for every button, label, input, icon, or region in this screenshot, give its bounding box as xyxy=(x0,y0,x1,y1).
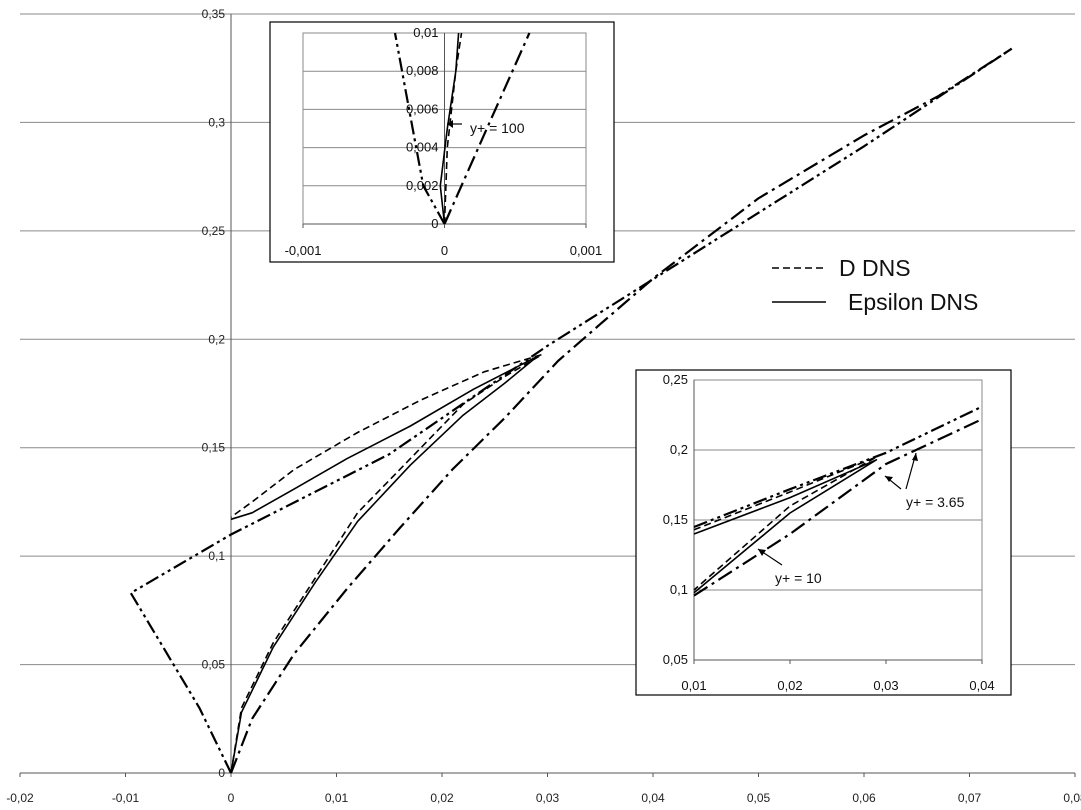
inset-right-series-dash-dot-dot-line xyxy=(693,405,983,529)
main-x-tick-label: 0 xyxy=(228,791,235,805)
main-y-tick-label: 0 xyxy=(218,766,225,780)
main-series-dash-dot-dot-line xyxy=(129,47,1013,774)
inset-top-x-tick-label: -0,001 xyxy=(285,243,322,258)
inset-top-annotation-arrowhead xyxy=(447,120,453,128)
inset-top-frame xyxy=(269,21,615,263)
inset-top-y-tick-label: 0 xyxy=(431,216,438,231)
main-x-tick-label: -0,02 xyxy=(6,791,34,805)
inset-top-series-dash-dot-line xyxy=(443,32,531,225)
inset-right-annotation-label: y+ = 3.65 xyxy=(906,494,965,510)
inset-right-x-tick-label: 0,01 xyxy=(681,678,706,693)
inset-right-x-tick-label: 0,03 xyxy=(873,678,898,693)
inset-right-annotation-label: y+ = 10 xyxy=(775,570,822,586)
inset-top-series-dashed-line xyxy=(443,32,463,225)
inset-right-annotation-arrowhead xyxy=(912,453,918,461)
legend-label: D DNS xyxy=(839,255,911,281)
legend-label: Epsilon DNS xyxy=(848,289,978,315)
inset-top-y-tick-label: 0,008 xyxy=(406,63,439,78)
inset-right-y-tick-label: 0,1 xyxy=(670,582,688,597)
inset-top-series-solid-line xyxy=(439,32,460,225)
legend: D DNS Epsilon DNS xyxy=(772,255,978,315)
main-y-tick-label: 0,15 xyxy=(202,441,226,455)
main-x-tick-label: -0,01 xyxy=(112,791,140,805)
inset-top-x-tick-label: 0 xyxy=(441,243,448,258)
inset-right-group: 0,01 0,02 0,03 0,04 0,05 0,1 0,15 0,2 0,25 y+ = 3… xyxy=(635,369,1012,696)
main-x-tick-label: 0,02 xyxy=(430,791,454,805)
inset-top-y-tick-label: 0,006 xyxy=(406,101,439,116)
inset-right-x-tick-label: 0,04 xyxy=(969,678,994,693)
main-series-solid-line xyxy=(230,355,538,774)
main-y-tick-label: 0,05 xyxy=(202,658,226,672)
inset-top-x-tick-label: 0,001 xyxy=(570,243,603,258)
main-x-tick-label: 0,06 xyxy=(852,791,876,805)
inset-right-y-tick-label: 0,05 xyxy=(663,652,688,667)
inset-right-series-dashed-line xyxy=(693,456,878,591)
inset-right-x-tick-label: 0,02 xyxy=(777,678,802,693)
inset-right-y-tick-label: 0,2 xyxy=(670,442,688,457)
main-y-tick-label: 0,25 xyxy=(202,224,226,238)
main-x-tick-label: 0,08 xyxy=(1063,791,1081,805)
main-x-tick-label: 0,07 xyxy=(958,791,982,805)
main-y-tick-label: 0,1 xyxy=(208,549,225,563)
inset-top-series-dash-dot-dot-line xyxy=(393,32,446,225)
main-y-tick-label: 0,35 xyxy=(202,7,226,21)
inset-top-group: -0,001 0 0,00100,0020,0040,0060,0080,01y+ … xyxy=(269,21,615,263)
inset-right-annotation-arrowhead xyxy=(758,549,766,556)
inset-right-series-solid-line xyxy=(693,459,878,594)
main-series-dashed-line xyxy=(230,353,543,774)
main-x-tick-label: 0,04 xyxy=(641,791,665,805)
main-y-tick-label: 0,2 xyxy=(208,332,225,346)
inset-right-annotation-arrowhead xyxy=(885,476,893,482)
main-y-tick-label: 0,3 xyxy=(208,115,225,129)
inset-right-y-tick-label: 0,25 xyxy=(663,372,688,387)
main-series-dash-dot-line xyxy=(229,47,1013,774)
inset-top-annotation-label: y+ = 100 xyxy=(470,120,525,136)
main-x-tick-label: 0,01 xyxy=(325,791,349,805)
main-x-tick-label: 0,03 xyxy=(536,791,560,805)
inset-right-y-tick-label: 0,15 xyxy=(663,512,688,527)
inset-top-y-tick-label: 0,01 xyxy=(413,25,438,40)
inset-top-y-tick-label: 0,004 xyxy=(406,140,439,155)
main-x-tick-label: 0,05 xyxy=(747,791,771,805)
